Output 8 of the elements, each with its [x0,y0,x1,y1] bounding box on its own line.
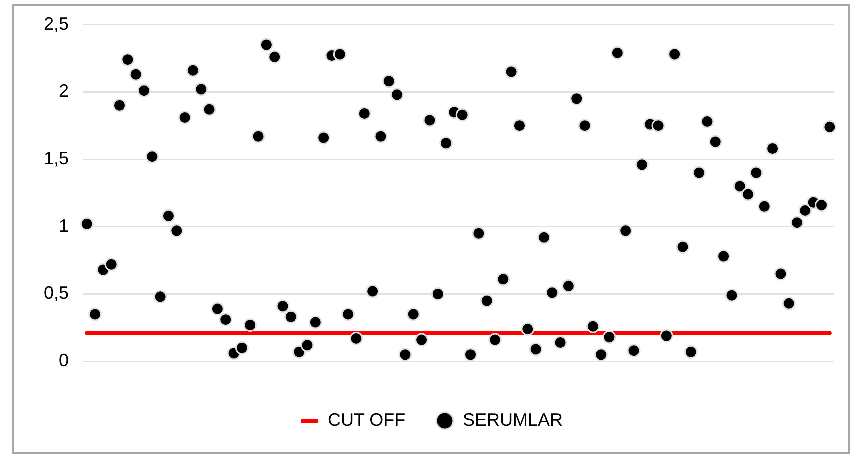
y-tick-label: 0 [59,350,70,371]
y-tick-label: 2 [59,81,70,102]
y-tick-label: 2,5 [44,14,70,34]
y-tick-label: 1 [59,216,70,236]
legend-label: CUT OFF [328,410,406,430]
y-tick-label: 1,5 [44,148,70,168]
legend-label: SERUMLAR [462,410,564,430]
y-tick-label: 0,5 [44,283,70,304]
